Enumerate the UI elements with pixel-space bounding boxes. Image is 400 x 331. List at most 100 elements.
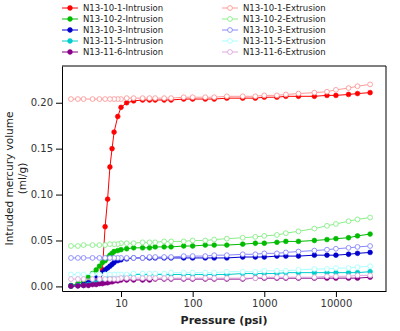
series-point: [75, 283, 80, 288]
series-point: [81, 283, 86, 288]
series-point: [240, 242, 245, 247]
series-point: [203, 238, 208, 243]
series-point: [140, 271, 145, 276]
series-point: [190, 238, 195, 243]
series-point: [368, 250, 373, 255]
series-point: [212, 253, 217, 258]
series-point: [131, 245, 136, 250]
series-point: [69, 283, 74, 288]
series-point: [190, 244, 195, 249]
series-point: [75, 277, 80, 282]
series-point: [224, 269, 229, 274]
x-axis-tick: 1000: [252, 291, 277, 309]
series-point: [103, 97, 108, 102]
series-point: [203, 95, 208, 100]
legend-item: N13-11-5-Intrusion: [62, 36, 163, 46]
series-line: [71, 252, 370, 286]
series-point: [224, 94, 229, 99]
series-point: [97, 277, 102, 282]
series-point: [69, 284, 74, 289]
series-point: [162, 245, 167, 250]
chart-container: 101001000100000.000.050.100.150.20Pressu…: [0, 0, 400, 331]
series-point: [224, 236, 229, 241]
series-point: [334, 253, 339, 258]
series-point: [325, 89, 330, 94]
series-point: [334, 87, 339, 92]
series-point: [334, 236, 339, 241]
series-line: [71, 93, 370, 286]
series-point: [181, 254, 186, 259]
legend-swatch-marker: [228, 50, 233, 55]
series-point: [105, 197, 110, 202]
series-point: [203, 276, 208, 281]
series-point: [253, 241, 258, 246]
series-point: [124, 246, 129, 251]
series: [69, 90, 373, 288]
series-point: [212, 276, 217, 281]
legend-item: N13-10-2-Intrusion: [62, 14, 163, 24]
legend-label: N13-10-3-Extrusion: [243, 25, 326, 35]
x-axis-tick-mark: [264, 291, 265, 297]
series-point: [346, 219, 351, 224]
y-axis-tick-mark: [56, 149, 62, 150]
series-point: [203, 270, 208, 275]
series-point: [355, 273, 360, 278]
series-point: [147, 271, 152, 276]
series-point: [275, 276, 280, 281]
series-point: [203, 243, 208, 248]
series-point: [325, 267, 330, 272]
legend-swatch-marker: [68, 17, 73, 22]
series-point: [169, 255, 174, 260]
series-point: [153, 255, 158, 260]
plot-area: [69, 82, 373, 289]
series-point: [69, 284, 74, 289]
series-point: [346, 266, 351, 271]
series-point: [240, 235, 245, 240]
y-axis-title-line: Intruded mercury volume: [3, 112, 15, 246]
y-axis-title: Intruded mercury volume(ml/g): [3, 112, 28, 246]
series-point: [368, 232, 373, 237]
series-point: [334, 266, 339, 271]
series-point: [296, 276, 301, 281]
series-point: [312, 248, 317, 253]
legend-swatch-marker: [228, 28, 233, 33]
chart: 101001000100000.000.050.100.150.20Pressu…: [0, 0, 400, 331]
series-point: [81, 243, 86, 248]
series-point: [283, 276, 288, 281]
series-point: [162, 239, 167, 244]
series-point: [275, 251, 280, 256]
x-axis-line: [63, 291, 387, 292]
series-point: [110, 146, 115, 151]
series-point: [140, 240, 145, 245]
series-point: [275, 233, 280, 238]
series-point: [103, 224, 108, 229]
legend-swatch-marker: [68, 6, 73, 11]
series-point: [212, 270, 217, 275]
series-point: [147, 245, 152, 250]
series-point: [296, 267, 301, 272]
series: [69, 82, 373, 101]
series-point: [262, 276, 267, 281]
series-point: [275, 268, 280, 273]
series-point: [108, 97, 113, 102]
series-point: [325, 274, 330, 279]
series-point: [325, 223, 330, 228]
series-point: [368, 215, 373, 220]
series-point: [240, 252, 245, 257]
series-point: [190, 276, 195, 281]
series-point: [81, 97, 86, 102]
series-point: [253, 269, 258, 274]
series-point: [140, 245, 145, 250]
series-point: [153, 256, 158, 261]
series-point: [153, 240, 158, 245]
series-point: [169, 239, 174, 244]
series-point: [103, 243, 108, 248]
legend-swatch-marker: [228, 39, 233, 44]
y-axis-tick-label: 0.20: [31, 97, 53, 108]
series-point: [69, 244, 74, 249]
series: [69, 250, 373, 288]
series-point: [240, 94, 245, 99]
series-point: [153, 245, 158, 250]
series-line: [71, 218, 370, 246]
series-point: [169, 277, 174, 282]
